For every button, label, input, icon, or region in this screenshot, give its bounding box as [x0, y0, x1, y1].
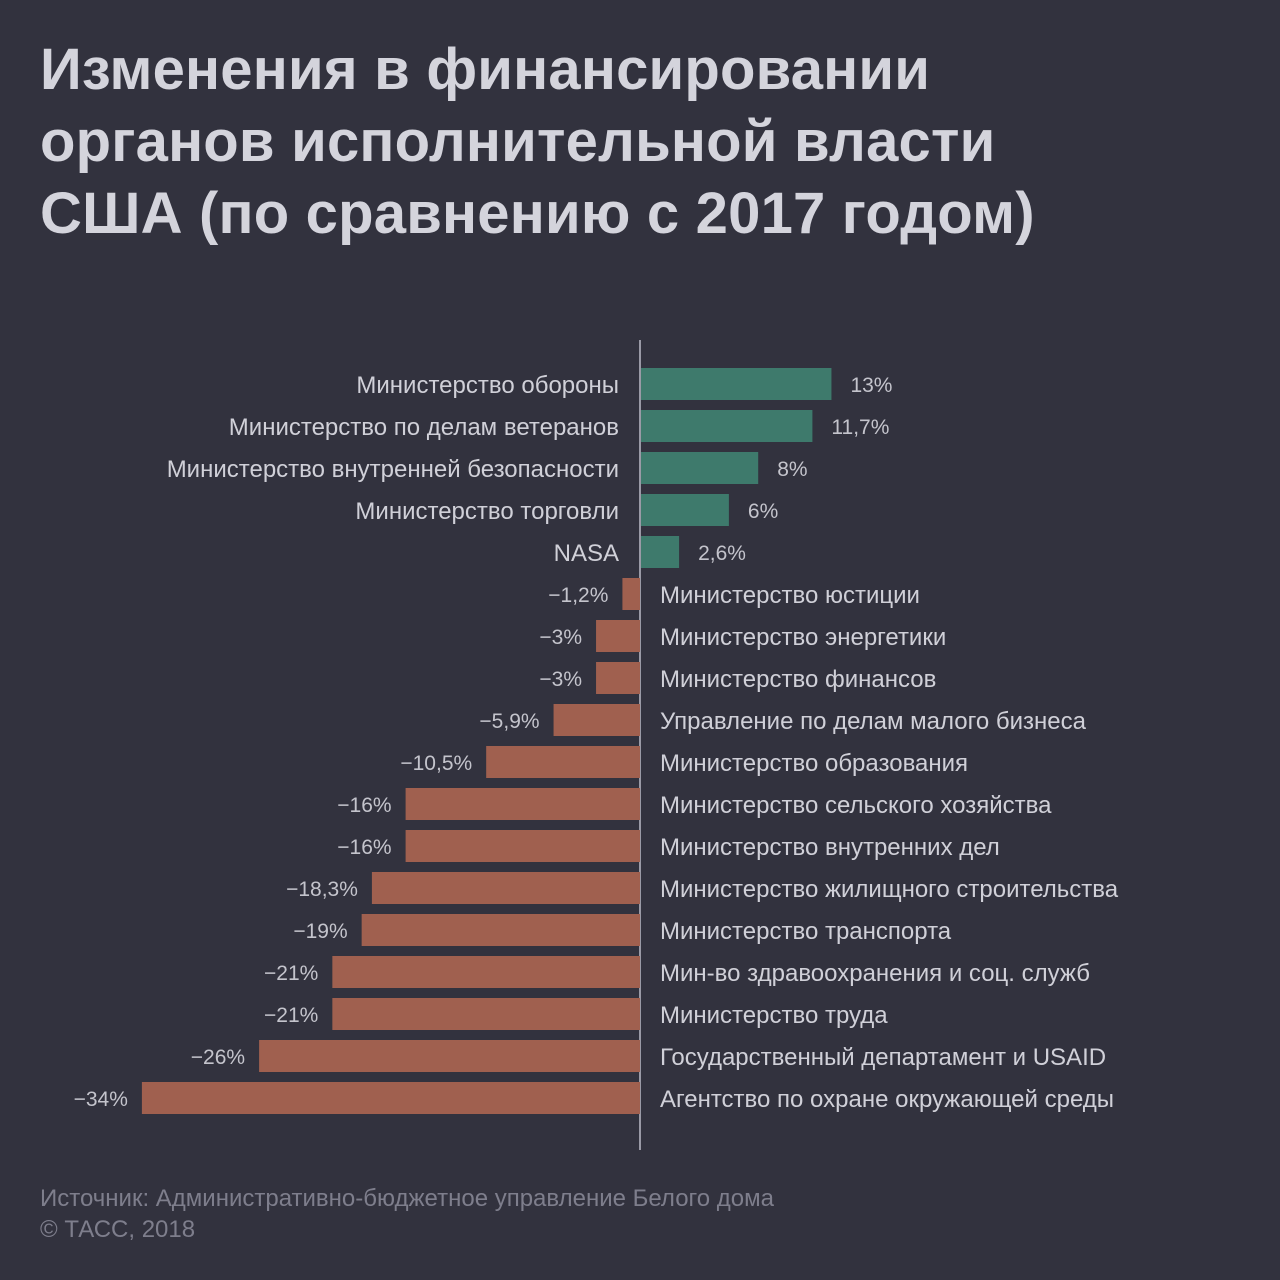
- category-label-10: Министерство сельского хозяйства: [660, 792, 1052, 819]
- bar-2: [641, 452, 759, 484]
- bar-7: [596, 662, 640, 694]
- bar-12: [371, 872, 640, 904]
- bar-8: [553, 704, 640, 736]
- value-label-14: −21%: [264, 962, 318, 985]
- category-label-6: Министерство энергетики: [660, 624, 946, 651]
- chart-title: Изменения в финансировании органов испол…: [40, 34, 1240, 250]
- bar-10: [405, 788, 640, 820]
- value-label-15: −21%: [264, 1004, 318, 1027]
- bar-17: [141, 1082, 640, 1114]
- category-label-13: Министерство транспорта: [660, 918, 952, 945]
- bar-6: [596, 620, 640, 652]
- value-label-16: −26%: [191, 1046, 245, 1069]
- bar-0: [641, 368, 832, 400]
- value-label-7: −3%: [539, 668, 582, 691]
- chart-title-line-1: Изменения в финансировании: [40, 37, 931, 102]
- footer: Источник: Административно-бюджетное упра…: [40, 1183, 774, 1245]
- value-label-11: −16%: [337, 836, 391, 859]
- value-label-3: 6%: [748, 500, 778, 523]
- category-label-0: Министерство обороны: [356, 372, 619, 399]
- bar-14: [332, 956, 640, 988]
- value-label-17: −34%: [74, 1088, 128, 1111]
- category-label-15: Министерство труда: [660, 1002, 888, 1029]
- value-label-5: −1,2%: [548, 584, 608, 607]
- bar-11: [405, 830, 640, 862]
- source-note: Источник: Административно-бюджетное упра…: [40, 1185, 774, 1212]
- bar-1: [641, 410, 813, 442]
- chart-title-line-3: США (по сравнению с 2017 годом): [40, 181, 1035, 246]
- value-label-6: −3%: [539, 626, 582, 649]
- category-label-11: Министерство внутренних дел: [660, 834, 1000, 861]
- value-label-12: −18,3%: [286, 878, 358, 901]
- value-label-13: −19%: [293, 920, 347, 943]
- category-label-5: Министерство юстиции: [660, 582, 920, 609]
- value-label-8: −5,9%: [479, 710, 539, 733]
- chart-title-line-2: органов исполнительной власти: [40, 109, 996, 174]
- category-label-7: Министерство финансов: [660, 666, 936, 693]
- value-label-0: 13%: [850, 374, 892, 397]
- category-label-12: Министерство жилищного строительства: [660, 876, 1119, 903]
- funding-change-bar-chart: 13% Министерство обороны 11,7% Министерство…: [74, 340, 1119, 1150]
- value-label-1: 11,7%: [831, 416, 889, 439]
- category-label-3: Министерство торговли: [355, 498, 619, 525]
- category-label-17: Агентство по охране окружающей среды: [660, 1086, 1114, 1113]
- category-label-14: Мин-во здравоохранения и соц. служб: [660, 960, 1090, 987]
- category-label-16: Государственный департамент и USAID: [660, 1044, 1106, 1071]
- copyright-note: © ТАСС, 2018: [40, 1216, 196, 1243]
- category-label-1: Министерство по делам ветеранов: [229, 414, 619, 441]
- bar-3: [641, 494, 729, 526]
- category-label-2: Министерство внутренней безопасности: [167, 456, 619, 483]
- bar-13: [361, 914, 640, 946]
- category-label-4: NASA: [554, 540, 619, 567]
- value-label-10: −16%: [337, 794, 391, 817]
- bar-16: [259, 1040, 640, 1072]
- category-label-8: Управление по делам малого бизнеса: [660, 708, 1087, 735]
- value-label-2: 8%: [777, 458, 807, 481]
- value-label-9: −10,5%: [400, 752, 472, 775]
- value-label-4: 2,6%: [698, 542, 746, 565]
- category-label-9: Министерство образования: [660, 750, 968, 777]
- bar-15: [332, 998, 640, 1030]
- bar-4: [641, 536, 680, 568]
- bar-9: [486, 746, 640, 778]
- bar-5: [622, 578, 640, 610]
